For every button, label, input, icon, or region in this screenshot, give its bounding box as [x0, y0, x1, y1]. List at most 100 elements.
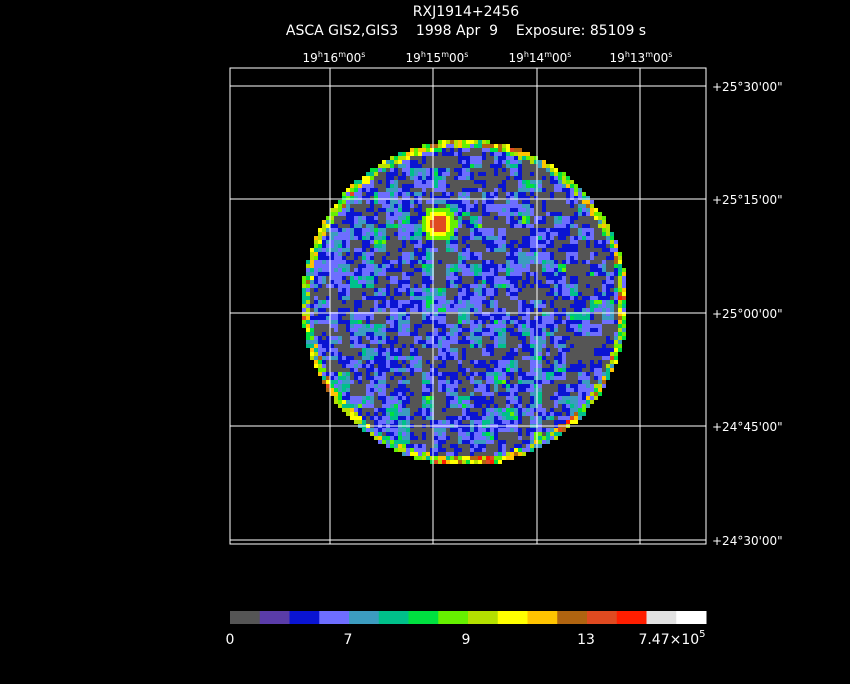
pixel — [574, 300, 578, 304]
pixel — [482, 272, 486, 276]
pixel — [410, 416, 414, 420]
pixel — [470, 432, 474, 436]
pixel — [470, 276, 474, 280]
pixel — [438, 412, 442, 416]
pixel — [446, 416, 450, 420]
pixel — [402, 212, 406, 216]
pixel — [534, 348, 538, 352]
pixel — [574, 204, 578, 208]
pixel — [594, 348, 598, 352]
pixel — [618, 328, 622, 332]
pixel — [602, 268, 606, 272]
pixel — [538, 248, 542, 252]
pixel — [594, 324, 598, 328]
pixel — [614, 260, 618, 264]
pixel — [386, 348, 390, 352]
pixel — [374, 304, 378, 308]
pixel — [486, 268, 490, 272]
pixel — [526, 268, 530, 272]
pixel — [462, 220, 466, 224]
pixel — [522, 416, 526, 420]
pixel — [358, 396, 362, 400]
pixel — [398, 256, 402, 260]
pixel — [538, 224, 542, 228]
pixel — [566, 352, 570, 356]
pixel — [578, 416, 582, 420]
pixel — [618, 264, 622, 268]
pixel — [414, 416, 418, 420]
pixel — [358, 340, 362, 344]
pixel — [522, 200, 526, 204]
pixel — [542, 192, 546, 196]
pixel — [406, 208, 410, 212]
pixel — [338, 276, 342, 280]
pixel — [554, 332, 558, 336]
pixel — [542, 164, 546, 168]
pixel — [510, 256, 514, 260]
pixel — [586, 364, 590, 368]
pixel — [498, 272, 502, 276]
pixel — [442, 344, 446, 348]
pixel — [442, 400, 446, 404]
pixel — [566, 284, 570, 288]
pixel — [390, 332, 394, 336]
pixel — [514, 332, 518, 336]
pixel — [526, 296, 530, 300]
pixel — [474, 324, 478, 328]
pixel — [394, 300, 398, 304]
pixel — [374, 416, 378, 420]
pixel — [466, 292, 470, 296]
pixel — [542, 256, 546, 260]
pixel — [578, 388, 582, 392]
pixel — [486, 320, 490, 324]
pixel — [434, 436, 438, 440]
pixel — [426, 152, 430, 156]
pixel — [570, 272, 574, 276]
pixel — [446, 164, 450, 168]
pixel — [578, 404, 582, 408]
pixel — [526, 292, 530, 296]
pixel — [342, 220, 346, 224]
pixel — [510, 388, 514, 392]
pixel — [418, 384, 422, 388]
pixel — [342, 232, 346, 236]
pixel — [482, 140, 486, 144]
pixel — [562, 248, 566, 252]
pixel — [506, 224, 510, 228]
pixel — [382, 176, 386, 180]
pixel — [374, 220, 378, 224]
pixel — [350, 240, 354, 244]
pixel — [442, 368, 446, 372]
pixel — [578, 276, 582, 280]
pixel — [550, 312, 554, 316]
pixel — [554, 176, 558, 180]
pixel — [442, 204, 446, 208]
pixel — [306, 344, 310, 348]
pixel — [350, 312, 354, 316]
pixel — [450, 192, 454, 196]
pixel — [414, 188, 418, 192]
pixel — [362, 324, 366, 328]
pixel — [386, 228, 390, 232]
pixel — [398, 224, 402, 228]
pixel — [458, 360, 462, 364]
pixel — [618, 256, 622, 260]
pixel — [470, 176, 474, 180]
pixel — [514, 416, 518, 420]
pixel — [522, 216, 526, 220]
pixel — [534, 376, 538, 380]
pixel — [334, 272, 338, 276]
pixel — [314, 348, 318, 352]
pixel — [558, 332, 562, 336]
pixel — [506, 144, 510, 148]
pixel — [558, 364, 562, 368]
pixel — [354, 420, 358, 424]
pixel — [418, 304, 422, 308]
pixel — [410, 244, 414, 248]
pixel — [462, 148, 466, 152]
pixel — [410, 224, 414, 228]
pixel — [486, 252, 490, 256]
pixel — [394, 304, 398, 308]
pixel — [342, 260, 346, 264]
pixel — [362, 296, 366, 300]
